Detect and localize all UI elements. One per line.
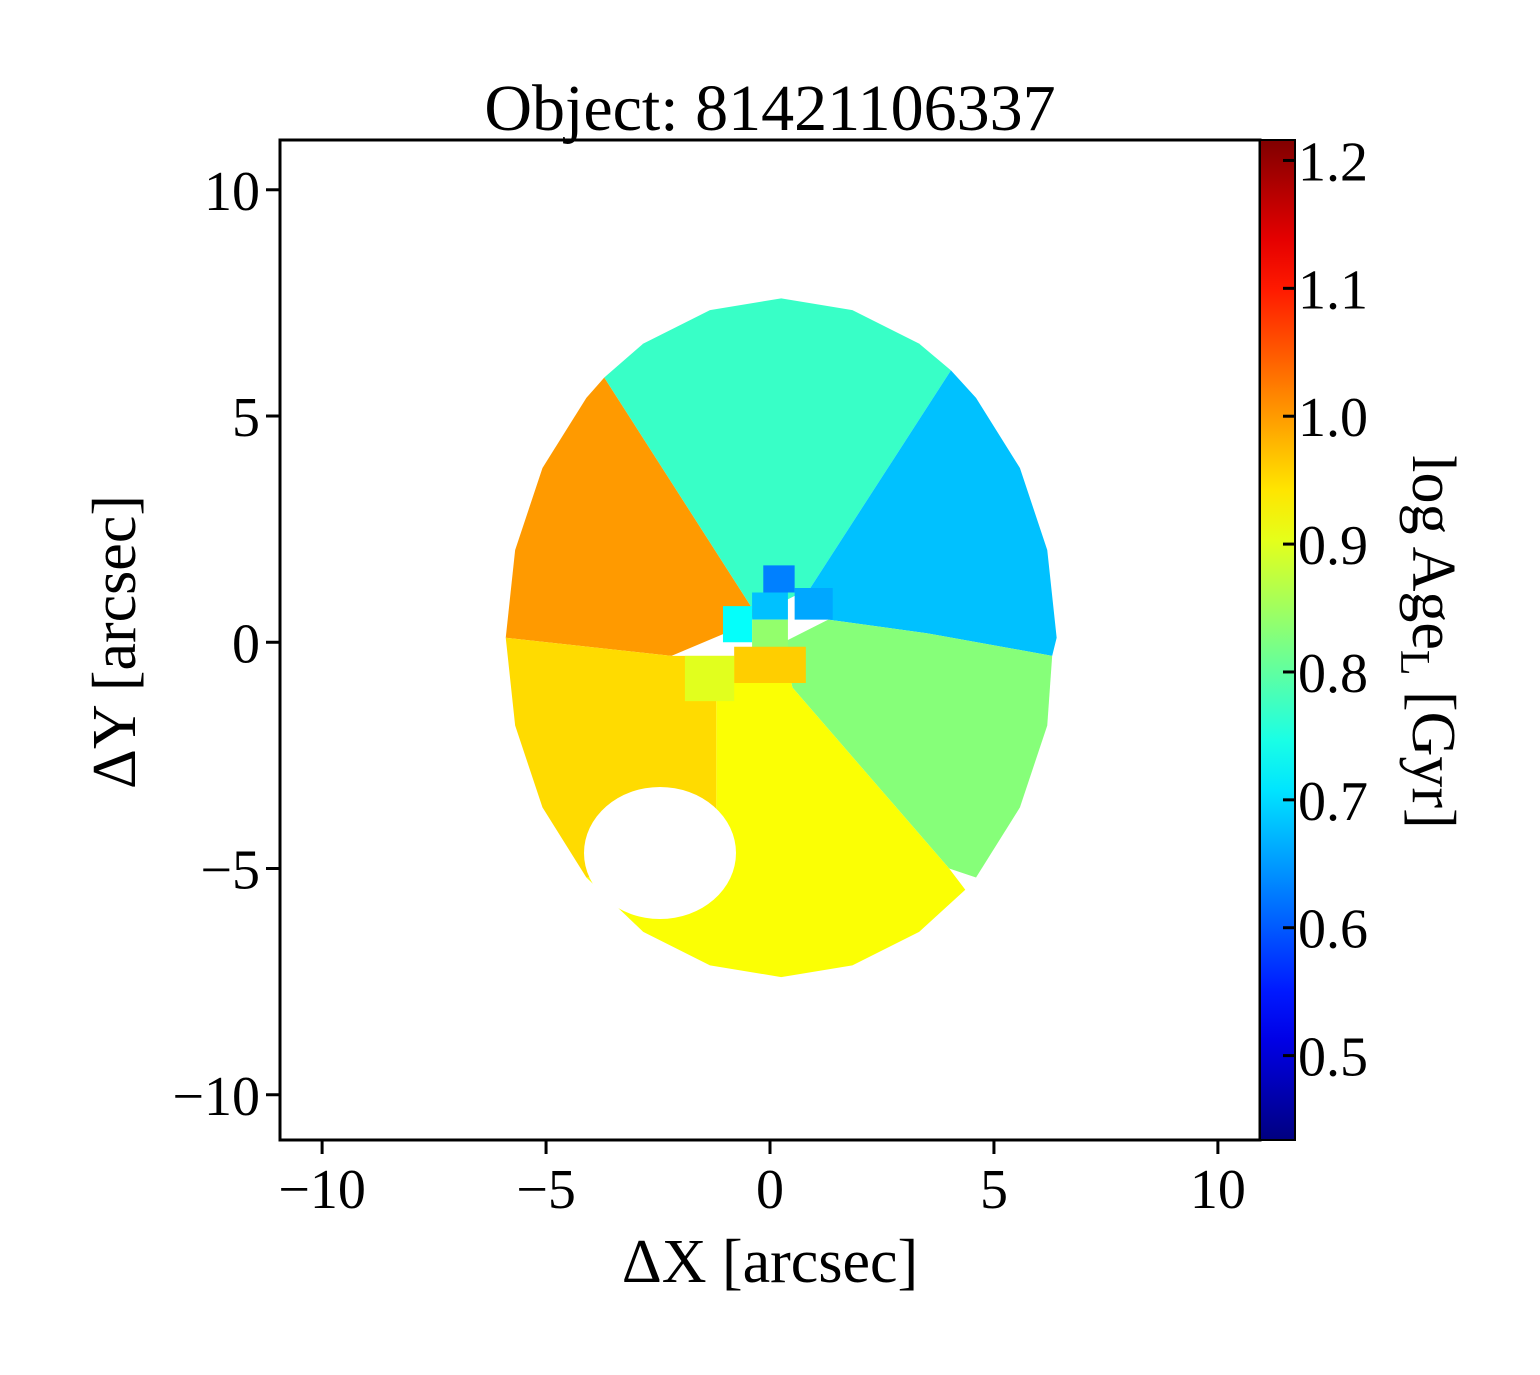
colorbar-tick-label: 0.7 [1298, 771, 1368, 833]
x-tick-label: 0 [756, 1159, 784, 1221]
colorbar-tick-label: 1.0 [1298, 387, 1368, 449]
colorbar [1259, 139, 1296, 1141]
colorbar-label-sub: L [1391, 650, 1437, 676]
colorbar-label-main: log Age [1399, 455, 1467, 650]
colorbar-tick-label: 0.8 [1298, 643, 1368, 705]
colorbar-tick-label: 1.1 [1298, 259, 1368, 321]
x-tick-label: 10 [1190, 1159, 1246, 1221]
spatial-bin [505, 377, 757, 656]
spatial-bin [684, 655, 735, 702]
spatial-bin [794, 587, 833, 620]
x-tick-label: −10 [278, 1159, 366, 1221]
x-tick-label: −5 [516, 1159, 576, 1221]
colorbar-label: log AgeL [Gyr] [1391, 455, 1467, 828]
spatial-bin [604, 298, 951, 616]
spatial-bin [810, 370, 1057, 656]
colorbar-tick-label: 1.2 [1298, 131, 1368, 193]
colorbar-tick-label: 0.9 [1298, 515, 1368, 577]
colorbar-label-unit: [Gyr] [1399, 676, 1467, 829]
spatial-bin [752, 592, 788, 620]
y-tick-label: 10 [204, 161, 260, 223]
no-data-hole [584, 787, 736, 919]
y-tick-label: 0 [232, 613, 260, 675]
y-tick-label: 5 [232, 387, 260, 449]
y-tick-label: −5 [200, 840, 260, 902]
x-tick-label: 5 [980, 1159, 1008, 1221]
spatial-bin [722, 606, 753, 643]
x-axis-label: ΔX [arcsec] [622, 1228, 918, 1296]
spatial-bin [752, 619, 788, 652]
spatial-bin [734, 646, 806, 683]
spatial-bin [763, 565, 795, 593]
chart-title: Object: 81421106337 [484, 72, 1055, 145]
y-axis-label: ΔY [arcsec] [81, 495, 149, 789]
y-tick-label: −10 [172, 1066, 260, 1128]
map-area [505, 298, 1057, 978]
spatial-bin [783, 619, 1053, 878]
colorbar-tick-label: 0.5 [1298, 1027, 1368, 1089]
colorbar-tick-label: 0.6 [1298, 899, 1368, 961]
